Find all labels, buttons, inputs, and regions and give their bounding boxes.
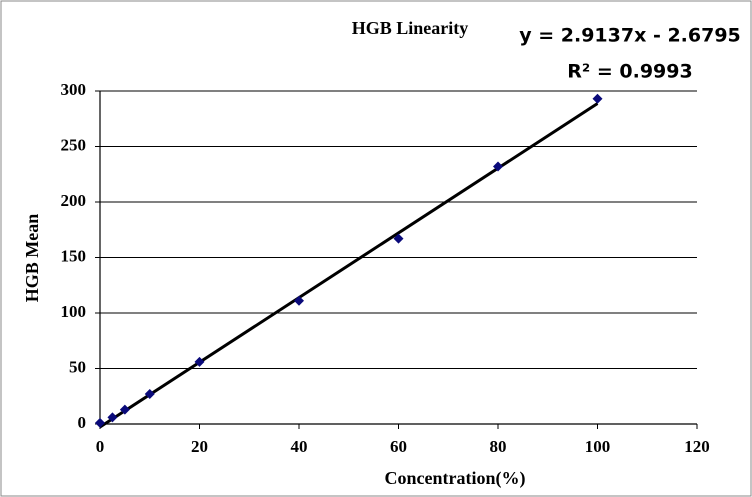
y-tick-label: 100 [61, 302, 87, 321]
data-point [592, 93, 603, 104]
x-tick-label: 100 [585, 437, 611, 456]
y-tick-label: 0 [78, 413, 87, 432]
data-point [119, 404, 130, 415]
y-axis-label: HGB Mean [22, 214, 42, 303]
data-point [107, 412, 118, 423]
x-tick-label: 120 [684, 437, 710, 456]
data-point [493, 161, 503, 172]
y-tick-label: 50 [69, 357, 86, 376]
data-point [95, 417, 105, 428]
data-point [194, 356, 205, 367]
y-tick-label: 300 [61, 80, 87, 99]
x-tick-label: 20 [191, 437, 208, 456]
x-axis-label: Concentration(%) [385, 468, 526, 489]
trendline-r2: R² = 0.9993 [567, 61, 692, 83]
x-tick-label: 80 [490, 437, 507, 456]
x-tick-label: 40 [291, 437, 308, 456]
data-point [144, 389, 155, 400]
chart-title: HGB Linearity [352, 18, 469, 38]
y-tick-label: 150 [61, 246, 87, 265]
y-tick-label: 200 [61, 191, 87, 210]
x-tick-label: 0 [96, 437, 105, 456]
data-point [294, 295, 304, 306]
y-tick-label: 250 [61, 135, 87, 154]
data-point [393, 233, 404, 244]
trendline [99, 102, 599, 429]
trendline-equation: y = 2.9137x - 2.6795 [519, 25, 741, 47]
x-tick-label: 60 [390, 437, 407, 456]
